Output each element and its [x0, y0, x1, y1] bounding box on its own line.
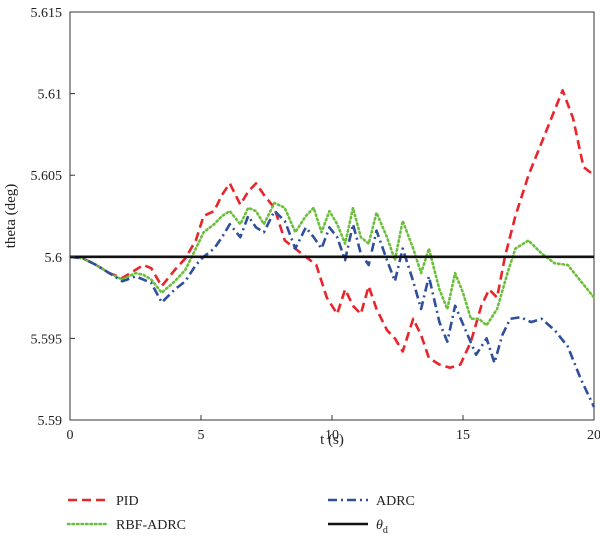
- x-tick-label: 10: [325, 428, 339, 443]
- x-axis-label: t (s): [320, 432, 344, 448]
- legend: PID RBF-ADRC ADRC θd: [66, 494, 415, 536]
- legend-item-adrc: ADRC: [328, 494, 415, 509]
- legend-label-rbf-adrc: RBF-ADRC: [116, 518, 186, 533]
- legend-label-theta-d-sub: d: [383, 525, 388, 536]
- x-tick-label: 0: [67, 428, 74, 443]
- y-tick-label: 5.595: [31, 332, 63, 347]
- series-line-adrc: [69, 209, 596, 408]
- x-tick-label: 20: [587, 428, 600, 443]
- x-tick-label: 15: [456, 428, 470, 443]
- y-tick-label: 5.6: [45, 251, 63, 266]
- legend-item-rbf-adrc: RBF-ADRC: [66, 518, 186, 533]
- y-tick-label: 5.605: [31, 169, 63, 184]
- legend-label-pid: PID: [116, 494, 139, 509]
- y-tick-label: 5.615: [31, 6, 63, 21]
- y-tick-label: 5.59: [38, 414, 63, 429]
- legend-label-theta-d-main: θ: [376, 518, 383, 533]
- y-axis: 5.59 5.595 5.6 5.605 5.61 5.615: [31, 6, 75, 429]
- y-tick-label: 5.61: [38, 88, 63, 103]
- plot-area: [68, 11, 596, 421]
- x-tick-label: 5: [198, 428, 205, 443]
- series-lines: [68, 89, 596, 408]
- legend-label-adrc: ADRC: [376, 494, 415, 509]
- y-axis-label: theta (deg): [3, 184, 19, 249]
- legend-item-theta-d: θd: [328, 518, 388, 536]
- legend-item-pid: PID: [68, 494, 139, 509]
- x-axis: 0 5 10 15 20: [67, 415, 600, 443]
- legend-label-theta-d: θd: [376, 518, 388, 536]
- series-line-rbf-adrc: [68, 201, 596, 327]
- series-line-pid: [69, 89, 595, 370]
